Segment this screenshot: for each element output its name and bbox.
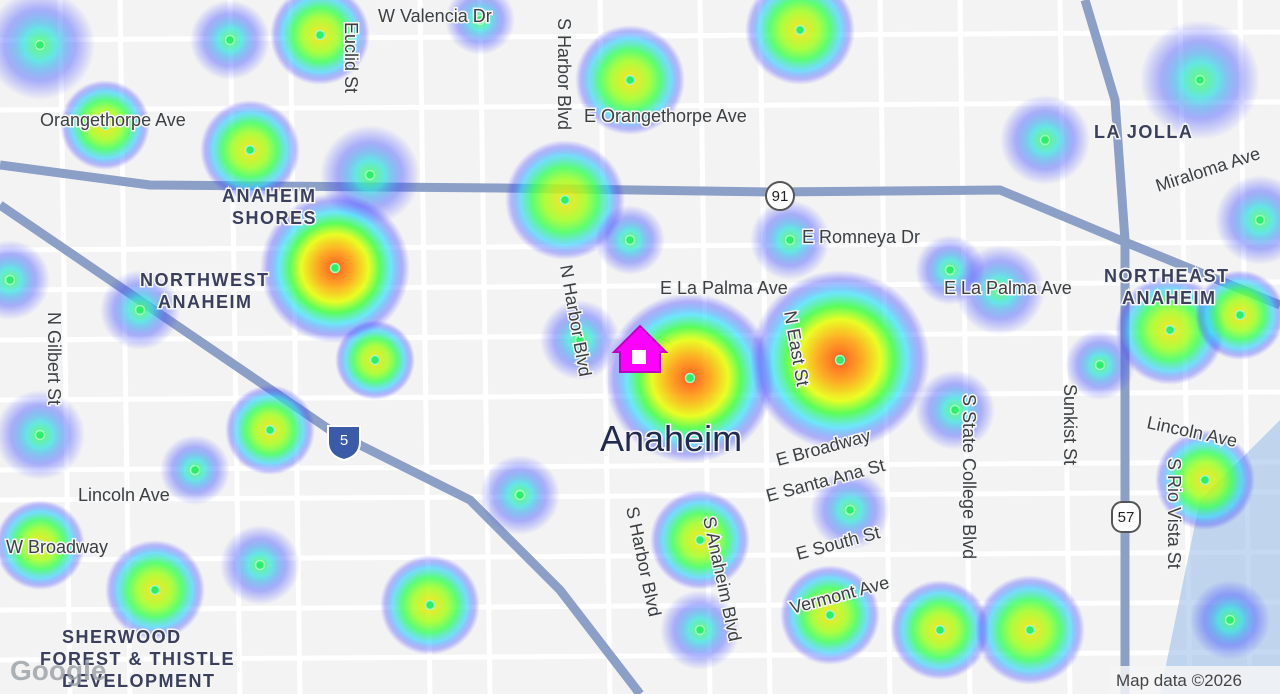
heat-point — [1199, 474, 1211, 486]
heat-point — [1224, 614, 1236, 626]
heat-point — [1094, 359, 1106, 371]
place-labels: ANAHEIM SHORES NORTHWEST ANAHEIM NORTHEAST… — [39, 121, 1230, 693]
heat-point — [134, 304, 146, 316]
heat-blob — [0, 240, 50, 320]
heat-point — [944, 264, 956, 276]
street-label: N Gilbert St — [44, 312, 64, 405]
google-logo[interactable]: Google — [10, 655, 106, 686]
heat-blob — [0, 0, 95, 100]
heat-point — [684, 372, 696, 384]
heat-point — [934, 624, 946, 636]
heat-point — [364, 169, 376, 181]
shield-label: 5 — [340, 432, 348, 449]
heat-point — [834, 354, 846, 366]
home-icon[interactable] — [611, 324, 669, 373]
shield — [765, 181, 795, 211]
place-label: NORTHWEST ANAHEIM — [140, 270, 270, 312]
heat-point — [559, 194, 571, 206]
street — [477, 0, 493, 694]
street-label: Orangethorpe Ave — [40, 110, 186, 130]
heat-point — [1164, 324, 1176, 336]
street-label: E Romneya Dr — [802, 227, 920, 247]
heat-point — [624, 234, 636, 246]
street-label: S Harbor Blvd — [554, 18, 574, 130]
heat-point — [224, 34, 236, 46]
heat-point — [949, 404, 961, 416]
highway-5 — [0, 201, 644, 694]
street-label: S State College Blvd — [959, 394, 979, 559]
heat-point — [1024, 624, 1036, 636]
heat-point — [1234, 309, 1246, 321]
heat-blob — [745, 0, 855, 85]
home-window — [632, 350, 646, 364]
heat-point — [329, 262, 341, 274]
home-marker[interactable] — [611, 324, 669, 373]
place-label: NORTHEAST ANAHEIM — [1104, 266, 1230, 308]
shield-label: 57 — [1118, 509, 1135, 526]
street-label: W Valencia Dr — [378, 6, 492, 26]
place-label: ANAHEIM SHORES — [222, 186, 317, 228]
heat-blob — [1215, 175, 1280, 265]
heat-point — [99, 119, 111, 131]
shield — [327, 425, 361, 462]
heat-point — [994, 284, 1006, 296]
place-label: LA JOLLA — [1094, 122, 1193, 142]
heat-point — [1194, 74, 1206, 86]
heat-blob — [270, 0, 370, 85]
heat-point — [244, 144, 256, 156]
heat-point — [694, 624, 706, 636]
heat-point — [424, 599, 436, 611]
heat-point — [34, 429, 46, 441]
heat-point — [189, 464, 201, 476]
heat-point — [574, 334, 586, 346]
heat-point — [1254, 214, 1266, 226]
heat-point — [34, 39, 46, 51]
highway-shields: 91 5 57 — [327, 181, 1141, 533]
street-label: Sunkist St — [1060, 384, 1080, 465]
heat-point — [264, 424, 276, 436]
street-label: W Broadway — [6, 537, 108, 557]
street-label: Lincoln Ave — [78, 485, 170, 505]
attribution[interactable]: Map data ©2026 — [1116, 671, 1242, 690]
street-label: E La Palma Ave — [944, 278, 1072, 298]
heat-point — [844, 504, 856, 516]
heat-point — [474, 14, 486, 26]
street-label: Euclid St — [341, 22, 361, 93]
heat-point — [4, 274, 16, 286]
heat-point — [34, 539, 46, 551]
heat-point — [149, 584, 161, 596]
attribution-bg — [1110, 666, 1280, 694]
heat-point — [794, 24, 806, 36]
heat-blob — [445, 0, 515, 55]
heat-point — [514, 489, 526, 501]
heat-point — [624, 74, 636, 86]
street — [0, 549, 1280, 563]
shield-label: 91 — [772, 188, 789, 205]
heat-point — [254, 559, 266, 571]
heat-point — [784, 234, 796, 246]
highway-57 — [1080, 0, 1130, 694]
heat-point — [824, 609, 836, 621]
heat-point — [1039, 134, 1051, 146]
city-label: Anaheim — [600, 418, 742, 459]
heat-point — [694, 534, 706, 546]
street — [957, 0, 973, 694]
place-label: SHERWOOD FOREST & THISTLE DEVELOPMENT — [40, 627, 235, 691]
street-label: E La Palma Ave — [660, 278, 788, 298]
shield — [1111, 501, 1141, 533]
heat-point — [314, 29, 326, 41]
street-label: E Orangethorpe Ave — [584, 106, 747, 126]
street — [287, 0, 303, 694]
street — [0, 279, 1280, 293]
heat-point — [369, 354, 381, 366]
street-label: S Rio Vista St — [1164, 458, 1184, 569]
